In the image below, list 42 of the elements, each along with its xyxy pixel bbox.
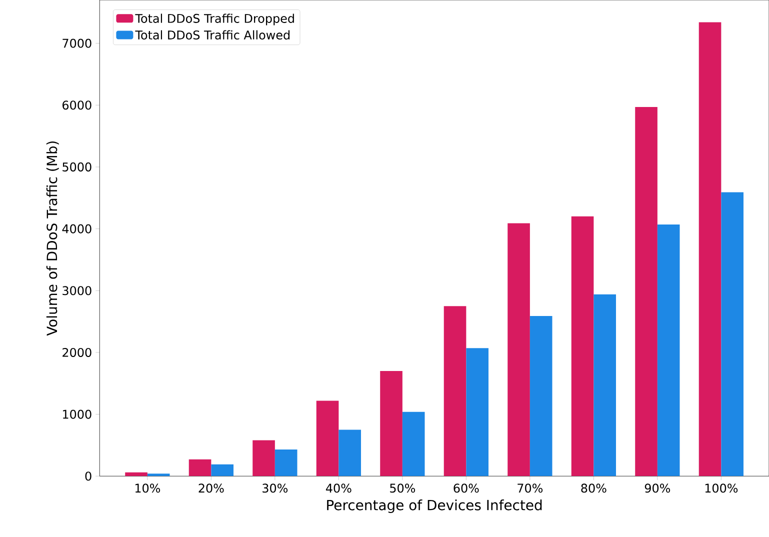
bar bbox=[635, 107, 658, 476]
bar bbox=[274, 450, 298, 476]
bar bbox=[594, 294, 616, 476]
bar bbox=[508, 223, 530, 476]
bar bbox=[444, 306, 466, 476]
bar bbox=[211, 464, 234, 476]
x-tick-label: 80% bbox=[581, 484, 606, 493]
bar bbox=[188, 459, 212, 476]
y-tick-label: 0 bbox=[85, 472, 92, 481]
bar bbox=[338, 430, 361, 476]
legend-label: Total DDoS Traffic Allowed bbox=[135, 30, 290, 40]
bar bbox=[721, 192, 744, 476]
bar bbox=[316, 400, 339, 476]
y-tick-label: 6000 bbox=[62, 100, 92, 110]
y-tick-label: 1000 bbox=[63, 410, 92, 419]
x-axis-title: Percentage of Devices Infected bbox=[327, 500, 542, 514]
x-tick-label: 100% bbox=[705, 484, 738, 493]
bar bbox=[571, 216, 594, 476]
x-tick-label: 30% bbox=[262, 484, 288, 493]
bar bbox=[530, 316, 552, 476]
y-tick-label: 5000 bbox=[62, 162, 92, 172]
bar bbox=[125, 472, 148, 476]
x-tick-label: 60% bbox=[454, 484, 479, 493]
y-tick-label: 4000 bbox=[62, 224, 92, 234]
bar bbox=[402, 412, 425, 476]
bar bbox=[252, 440, 275, 476]
x-tick-label: 20% bbox=[198, 484, 224, 493]
x-tick-label: 70% bbox=[518, 484, 543, 493]
bar bbox=[380, 371, 402, 476]
x-tick-label: 40% bbox=[326, 484, 352, 493]
x-tick-label: 90% bbox=[644, 484, 670, 493]
x-tick-label: 10% bbox=[135, 484, 160, 493]
bar bbox=[657, 224, 680, 476]
x-tick-label: 50% bbox=[390, 484, 416, 493]
y-tick-label: 3000 bbox=[62, 286, 92, 296]
legend-label: Total DDoS Traffic Dropped bbox=[135, 14, 294, 26]
bar bbox=[466, 348, 488, 476]
y-tick-label: 2000 bbox=[62, 348, 92, 358]
y-axis-title: Volume of DDoS Traffic (Mb) bbox=[46, 142, 59, 336]
y-tick-label: 7000 bbox=[62, 38, 92, 48]
bar bbox=[698, 22, 722, 476]
bar bbox=[147, 474, 170, 476]
